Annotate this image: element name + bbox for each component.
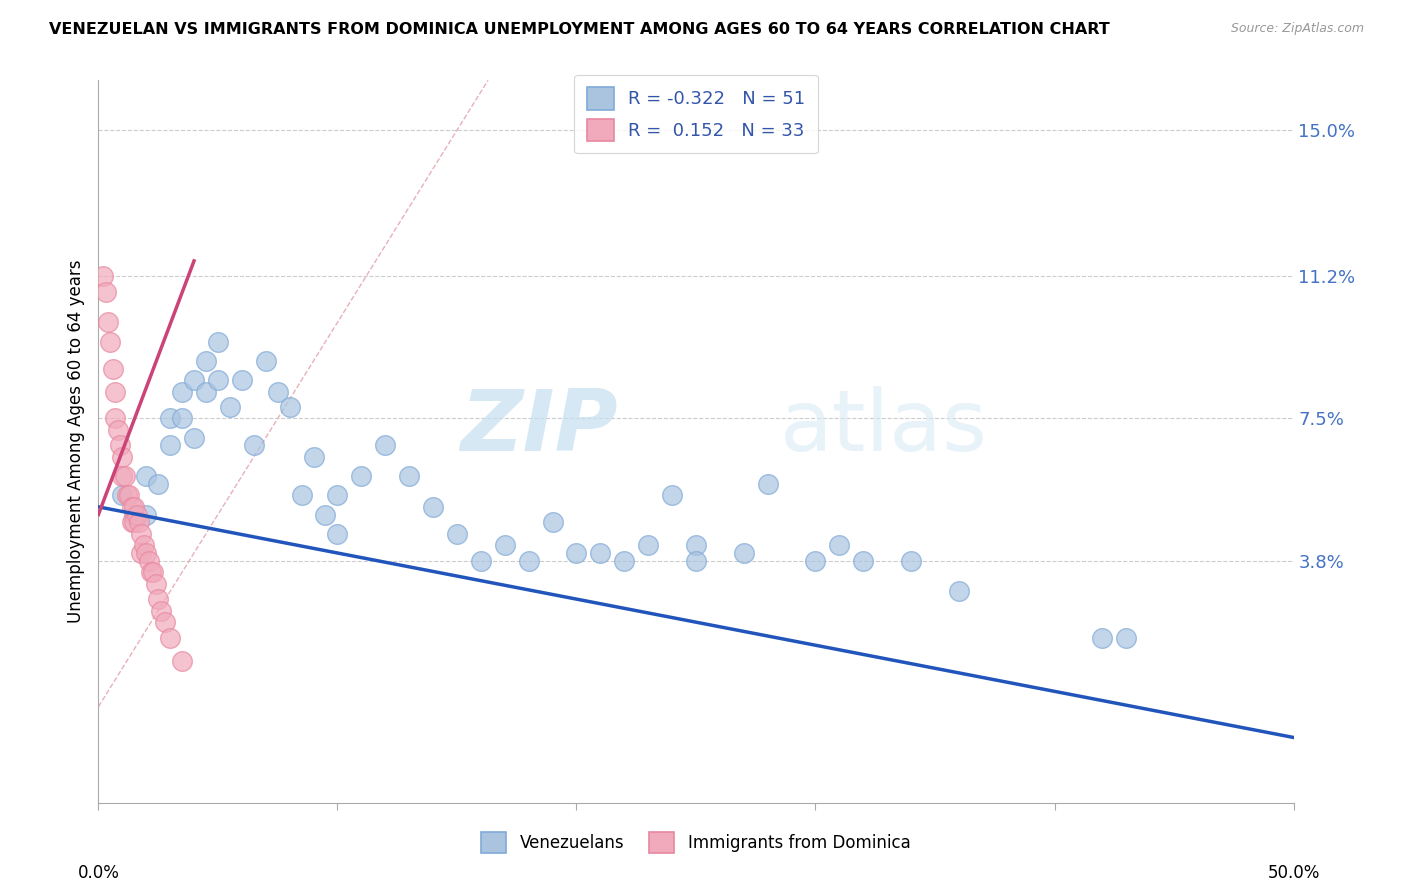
Point [291, 488, 314, 502]
Point [124, 500, 146, 514]
Point [148, 476, 170, 491]
Point [302, 450, 325, 464]
Point [470, 554, 492, 568]
Point [172, 411, 194, 425]
Point [315, 508, 337, 522]
Point [852, 554, 875, 568]
Point [131, 546, 153, 560]
Point [900, 554, 922, 568]
Point [94, 285, 117, 299]
Point [145, 576, 167, 591]
Point [183, 373, 205, 387]
Point [135, 469, 157, 483]
Point [155, 615, 177, 630]
Text: Source: ZipAtlas.com: Source: ZipAtlas.com [1230, 22, 1364, 36]
Point [195, 354, 218, 368]
Point [1115, 631, 1137, 645]
Point [159, 438, 181, 452]
Point [326, 526, 349, 541]
Point [733, 546, 755, 560]
Point [91, 269, 114, 284]
Point [231, 373, 253, 387]
Point [183, 431, 205, 445]
Point [104, 384, 127, 399]
Point [107, 423, 129, 437]
Point [517, 554, 540, 568]
Point [142, 565, 165, 579]
Text: 0.0%: 0.0% [77, 864, 120, 882]
Point [350, 469, 373, 483]
Point [278, 400, 301, 414]
Point [131, 526, 153, 541]
Point [565, 546, 588, 560]
Point [108, 438, 131, 452]
Point [114, 469, 136, 483]
Point [948, 584, 970, 599]
Point [267, 384, 290, 399]
Point [148, 592, 170, 607]
Point [118, 488, 141, 502]
Point [541, 515, 564, 529]
Point [254, 354, 277, 368]
Point [219, 400, 242, 414]
Point [135, 546, 157, 560]
Point [613, 554, 636, 568]
Legend: Venezuelans, Immigrants from Dominica: Venezuelans, Immigrants from Dominica [475, 826, 917, 860]
Point [398, 469, 420, 483]
Point [828, 538, 851, 552]
Point [101, 361, 124, 376]
Text: atlas: atlas [779, 385, 987, 468]
Point [104, 411, 127, 425]
Point [121, 515, 143, 529]
Point [115, 488, 138, 502]
Point [111, 450, 134, 464]
Point [685, 554, 707, 568]
Point [159, 411, 181, 425]
Point [128, 515, 150, 529]
Point [685, 538, 707, 552]
Point [756, 476, 779, 491]
Point [1091, 631, 1114, 645]
Text: 50.0%: 50.0% [1267, 864, 1320, 882]
Point [138, 554, 160, 568]
Point [172, 384, 194, 399]
Point [135, 508, 157, 522]
Point [149, 604, 172, 618]
Point [195, 384, 218, 399]
Y-axis label: Unemployment Among Ages 60 to 64 years: Unemployment Among Ages 60 to 64 years [66, 260, 84, 624]
Point [589, 546, 612, 560]
Point [422, 500, 444, 514]
Point [124, 515, 146, 529]
Point [326, 488, 349, 502]
Point [494, 538, 516, 552]
Point [125, 508, 148, 522]
Point [804, 554, 827, 568]
Point [159, 631, 181, 645]
Point [374, 438, 396, 452]
Point [207, 373, 229, 387]
Text: ZIP: ZIP [461, 385, 619, 468]
Text: VENEZUELAN VS IMMIGRANTS FROM DOMINICA UNEMPLOYMENT AMONG AGES 60 TO 64 YEARS CO: VENEZUELAN VS IMMIGRANTS FROM DOMINICA U… [49, 22, 1109, 37]
Point [111, 469, 134, 483]
Point [172, 654, 194, 668]
Point [207, 334, 229, 349]
Point [243, 438, 266, 452]
Point [98, 334, 122, 349]
Point [97, 315, 120, 329]
Point [132, 538, 155, 552]
Point [661, 488, 683, 502]
Point [124, 508, 146, 522]
Point [121, 500, 143, 514]
Point [139, 565, 162, 579]
Point [111, 488, 134, 502]
Point [446, 526, 468, 541]
Point [637, 538, 659, 552]
